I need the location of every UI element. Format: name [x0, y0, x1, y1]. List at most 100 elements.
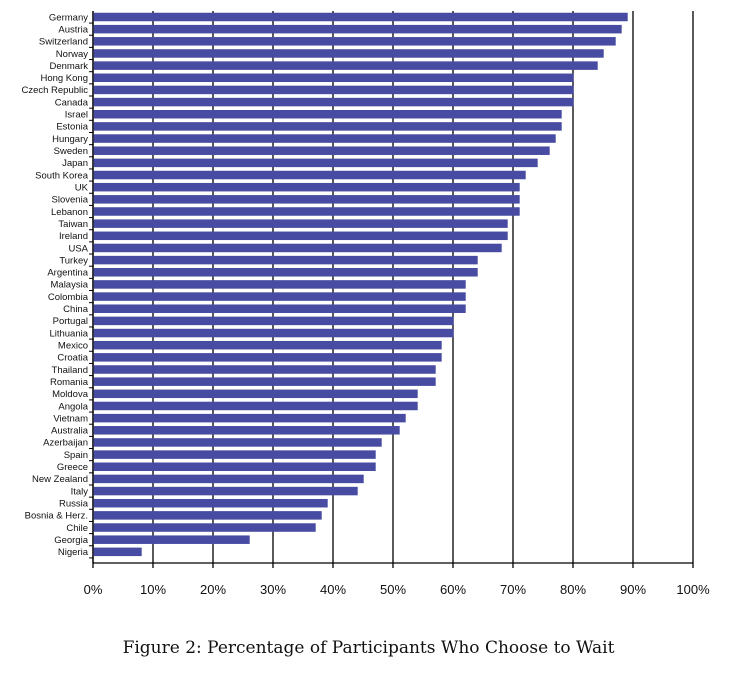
- category-label: Czech Republic: [21, 85, 88, 96]
- bar-hong-kong: [93, 73, 574, 83]
- bar-taiwan: [93, 219, 508, 228]
- bar-argentina: [93, 268, 478, 277]
- bar-thailand: [93, 365, 436, 374]
- bar-nigeria: [93, 547, 142, 557]
- bar-italy: [93, 486, 358, 496]
- bar-new-zealand: [93, 474, 364, 484]
- bar-moldova: [93, 389, 418, 399]
- bar-norway: [93, 49, 604, 58]
- category-label: Lithuania: [49, 328, 88, 339]
- category-label: Azerbaijan: [43, 438, 88, 449]
- figure-caption: Figure 2: Percentage of Participants Who…: [122, 638, 615, 658]
- bar-china: [93, 304, 466, 313]
- bar-sweden: [93, 146, 550, 155]
- category-label: China: [63, 304, 89, 315]
- category-label: Lebanon: [51, 207, 88, 218]
- category-label: Italy: [71, 486, 89, 497]
- bar-russia: [93, 498, 328, 508]
- category-label: Mexico: [58, 341, 88, 352]
- bar-estonia: [93, 122, 562, 131]
- bar-portugal: [93, 316, 454, 326]
- category-label: Hungary: [52, 134, 88, 145]
- category-label: Japan: [62, 158, 88, 169]
- bar-south-korea: [93, 170, 526, 180]
- x-tick-label: 0%: [84, 582, 103, 597]
- category-label: Argentina: [47, 268, 88, 279]
- category-label: Moldova: [52, 389, 89, 400]
- bar-colombia: [93, 292, 466, 301]
- x-tick-label: 70%: [500, 582, 526, 597]
- category-label: Slovenia: [52, 195, 89, 206]
- bar-chile: [93, 523, 316, 532]
- category-label: Portugal: [53, 316, 88, 327]
- category-label: Georgia: [54, 535, 89, 546]
- bar-chart: 0% 10% 20% 30% 40% 50% 60% 70% 80% 90% 100% Germany…: [21, 11, 710, 597]
- category-label: Australia: [51, 426, 89, 437]
- bar-spain: [93, 450, 376, 459]
- bar-bosnia-herz-: [93, 511, 322, 520]
- x-tick-label: 80%: [560, 582, 586, 597]
- bar-switzerland: [93, 37, 616, 46]
- category-label: Thailand: [52, 365, 88, 376]
- category-label: New Zealand: [32, 474, 88, 485]
- x-tick-label: 10%: [140, 582, 166, 597]
- bar-usa: [93, 243, 502, 253]
- bar-czech-republic: [93, 85, 574, 95]
- bar-ireland: [93, 231, 508, 241]
- x-tick-label: 100%: [676, 582, 710, 597]
- category-label: Malaysia: [51, 280, 89, 291]
- bar-australia: [93, 426, 400, 435]
- category-label: Estonia: [56, 122, 88, 133]
- category-label: Ireland: [59, 231, 88, 242]
- category-label: Bosnia & Herz.: [25, 511, 88, 522]
- category-label: Sweden: [54, 146, 88, 157]
- x-tick-label: 20%: [200, 582, 226, 597]
- bar-greece: [93, 462, 376, 472]
- bar-vietnam: [93, 413, 406, 423]
- category-label: Chile: [66, 523, 88, 534]
- bar-denmark: [93, 61, 598, 70]
- category-label: Angola: [58, 401, 88, 412]
- bar-slovenia: [93, 195, 520, 204]
- category-label: UK: [75, 182, 89, 193]
- bar-croatia: [93, 353, 442, 362]
- bar-turkey: [93, 255, 478, 265]
- category-label: Switzerland: [39, 37, 88, 48]
- bar-hungary: [93, 134, 556, 143]
- bar-azerbaijan: [93, 438, 382, 447]
- x-tick-label: 50%: [380, 582, 406, 597]
- category-label: South Korea: [35, 170, 89, 181]
- category-label: Germany: [49, 12, 88, 23]
- bar-japan: [93, 158, 538, 168]
- category-label: Turkey: [59, 255, 88, 266]
- category-label: Romania: [50, 377, 89, 388]
- category-label: Denmark: [49, 61, 88, 72]
- x-tick-label: 90%: [620, 582, 646, 597]
- category-label: Israel: [65, 110, 88, 121]
- category-label: Norway: [56, 49, 88, 60]
- bar-canada: [93, 97, 574, 107]
- category-label: Vietnam: [53, 413, 88, 424]
- category-label: Colombia: [48, 292, 89, 303]
- x-tick-label: 40%: [320, 582, 346, 597]
- bar-georgia: [93, 535, 250, 544]
- bar-malaysia: [93, 280, 466, 289]
- category-label: Russia: [59, 499, 89, 510]
- category-label: Nigeria: [58, 547, 89, 558]
- category-label: USA: [68, 243, 88, 254]
- category-label: Greece: [57, 462, 88, 473]
- category-label: Taiwan: [58, 219, 88, 230]
- bar-lebanon: [93, 207, 520, 216]
- bar-uk: [93, 182, 520, 192]
- category-label: Hong Kong: [40, 73, 88, 84]
- category-label: Spain: [64, 450, 88, 461]
- category-label: Austria: [58, 24, 88, 35]
- bar-austria: [93, 24, 622, 34]
- x-tick-label: 60%: [440, 582, 466, 597]
- category-label: Canada: [55, 97, 89, 108]
- bar-romania: [93, 377, 436, 386]
- bar-israel: [93, 109, 562, 119]
- bar-mexico: [93, 340, 442, 350]
- x-tick-label: 30%: [260, 582, 286, 597]
- bar-germany: [93, 12, 628, 22]
